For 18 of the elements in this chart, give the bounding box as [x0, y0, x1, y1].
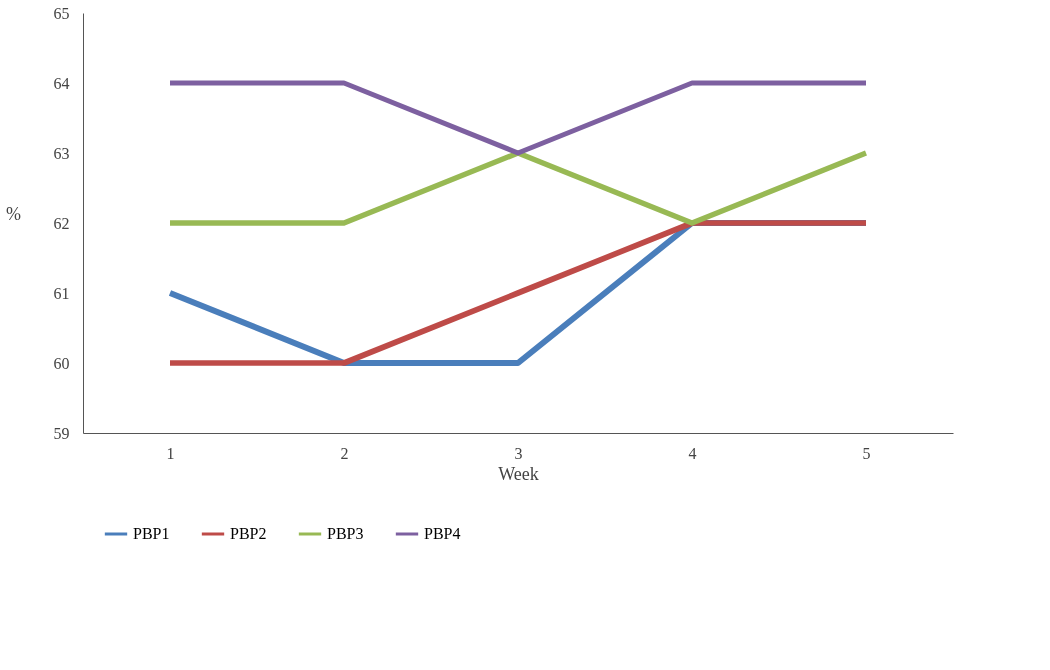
legend-label: PBP4	[424, 525, 461, 542]
y-axis-title: %	[6, 203, 21, 224]
x-tick-label: 5	[862, 444, 871, 462]
y-tick-label: 59	[53, 424, 70, 442]
y-tick-label: 63	[53, 144, 70, 162]
x-tick-label: 2	[340, 444, 349, 462]
x-tick-label: 3	[514, 444, 523, 462]
legend-label: PBP2	[230, 525, 267, 542]
x-tick-label: 4	[688, 444, 697, 462]
x-axis-title: Week	[498, 463, 539, 484]
y-tick-label: 60	[53, 354, 70, 372]
y-tick-label: 61	[53, 284, 70, 302]
y-tick-label: 65	[53, 4, 70, 22]
x-tick-label: 1	[166, 444, 175, 462]
y-tick-label: 62	[53, 214, 70, 232]
legend-label: PBP1	[133, 525, 170, 542]
y-tick-label: 64	[53, 74, 70, 92]
legend-label: PBP3	[327, 525, 364, 542]
